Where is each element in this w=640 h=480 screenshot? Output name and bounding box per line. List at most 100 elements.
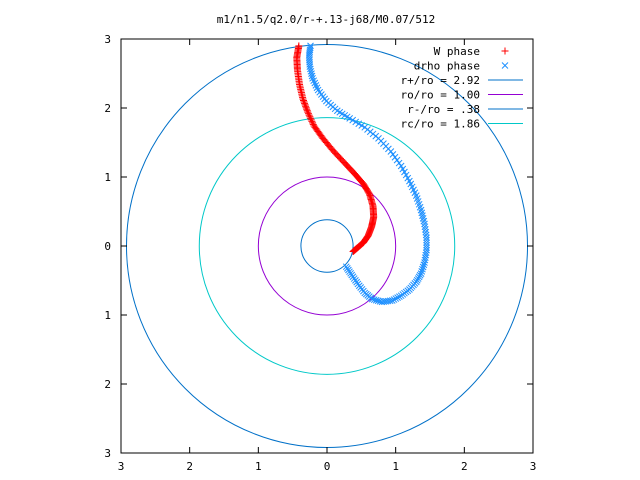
cross-b bbox=[421, 254, 429, 261]
reference-circle-3 bbox=[300, 219, 354, 273]
reference-circle-2 bbox=[257, 176, 397, 316]
cross-b bbox=[418, 268, 426, 275]
cross-b bbox=[407, 180, 415, 188]
cross-b bbox=[310, 77, 318, 85]
w-phase-point bbox=[305, 111, 313, 119]
cross-b bbox=[370, 296, 378, 304]
drho-phase-point bbox=[374, 297, 382, 305]
cross-b bbox=[421, 223, 429, 231]
cross-b bbox=[355, 120, 363, 128]
w-phase-point bbox=[310, 122, 318, 130]
cross-b bbox=[422, 251, 430, 259]
cross-b bbox=[415, 200, 423, 208]
cross-b bbox=[421, 259, 428, 266]
legend-label: W phase bbox=[434, 45, 480, 58]
drho-phase-point bbox=[391, 153, 399, 161]
cross-b bbox=[336, 108, 344, 116]
y-tick-label: 2 bbox=[104, 102, 111, 115]
drho-phase-point bbox=[418, 268, 426, 275]
drho-phase-point bbox=[393, 156, 401, 164]
w-phase-point bbox=[304, 110, 312, 118]
x-tick-label: 3 bbox=[530, 460, 537, 473]
cross-b bbox=[420, 261, 428, 269]
w-phase-point bbox=[302, 104, 310, 112]
drho-phase-point bbox=[417, 270, 425, 277]
drho-phase-point bbox=[392, 295, 400, 302]
cross-b bbox=[421, 256, 429, 264]
cross-b bbox=[423, 236, 430, 244]
w-phase-point bbox=[309, 119, 317, 127]
cross-b bbox=[394, 294, 401, 301]
cross-b bbox=[391, 153, 399, 161]
drho-phase-point bbox=[501, 62, 509, 69]
drho-phase-point bbox=[386, 297, 394, 305]
drho-phase-point bbox=[394, 294, 401, 301]
cross-b bbox=[352, 118, 360, 126]
drho-phase-point bbox=[419, 265, 426, 273]
drho-phase-point bbox=[352, 118, 360, 126]
cross-b bbox=[423, 244, 430, 252]
x-tick-label: 2 bbox=[461, 460, 468, 473]
y-tick-label: 0 bbox=[104, 240, 111, 253]
w-phase-point bbox=[304, 108, 312, 116]
drho-phase-point bbox=[419, 263, 427, 271]
cross-b bbox=[501, 62, 509, 69]
drho-phase-point bbox=[423, 244, 430, 252]
w-phase-point bbox=[295, 42, 303, 50]
cross-b bbox=[401, 168, 408, 176]
w-phase-point bbox=[300, 96, 308, 104]
cross-b bbox=[417, 270, 425, 277]
legend-label: rc/ro = 1.86 bbox=[401, 118, 480, 131]
drho-phase-point bbox=[422, 231, 430, 239]
drho-phase-point bbox=[372, 296, 380, 304]
w-phase-point bbox=[306, 113, 314, 121]
cross-b bbox=[341, 111, 349, 119]
y-tick-label: 1 bbox=[104, 309, 111, 322]
drho-phase-point bbox=[388, 297, 396, 304]
chart-title: m1/n1.5/q2.0/r-+.13-j68/M0.07/512 bbox=[217, 13, 436, 26]
cross-b bbox=[399, 165, 407, 173]
cross-b bbox=[420, 217, 428, 225]
cross-b bbox=[423, 239, 430, 247]
drho-phase-point bbox=[306, 44, 314, 52]
x-tick-label: 1 bbox=[392, 460, 399, 473]
drho-phase-point bbox=[368, 295, 376, 303]
cross-b bbox=[423, 234, 430, 242]
legend-label: r-/ro = .38 bbox=[407, 103, 480, 116]
cross-b bbox=[374, 297, 382, 305]
cross-b bbox=[306, 44, 314, 52]
cross-b bbox=[422, 228, 430, 236]
cross-b bbox=[386, 297, 394, 305]
cross-b bbox=[389, 151, 397, 158]
data-points bbox=[293, 42, 509, 306]
cross-b bbox=[397, 162, 405, 170]
cross-b bbox=[349, 116, 357, 124]
cross-b bbox=[346, 114, 354, 122]
cross-b bbox=[313, 84, 321, 92]
cross-b bbox=[390, 296, 398, 303]
cross-b bbox=[338, 110, 346, 118]
cross-b bbox=[423, 246, 430, 254]
y-tick-label: 3 bbox=[104, 447, 111, 460]
y-tick-label: 2 bbox=[104, 378, 111, 391]
drho-phase-point bbox=[395, 159, 403, 167]
cross-b bbox=[423, 241, 430, 249]
legend-label: ro/ro = 1.00 bbox=[401, 89, 480, 102]
y-tick-label: 3 bbox=[104, 33, 111, 46]
cross-b bbox=[419, 263, 427, 271]
cross-b bbox=[406, 177, 413, 185]
cross-b bbox=[413, 195, 421, 202]
w-phase-point bbox=[501, 47, 509, 55]
w-phase-point bbox=[311, 123, 319, 131]
drho-phase-point bbox=[421, 223, 429, 231]
cross-b bbox=[361, 123, 369, 131]
drho-phase-point bbox=[389, 151, 397, 158]
legend-label: r+/ro = 2.92 bbox=[401, 74, 480, 87]
drho-phase-point bbox=[423, 236, 430, 244]
w-phase-point bbox=[301, 99, 309, 107]
drho-phase-point bbox=[396, 293, 403, 300]
w-phase-point bbox=[301, 101, 309, 109]
cross-b bbox=[421, 226, 429, 233]
cross-b bbox=[388, 297, 396, 304]
